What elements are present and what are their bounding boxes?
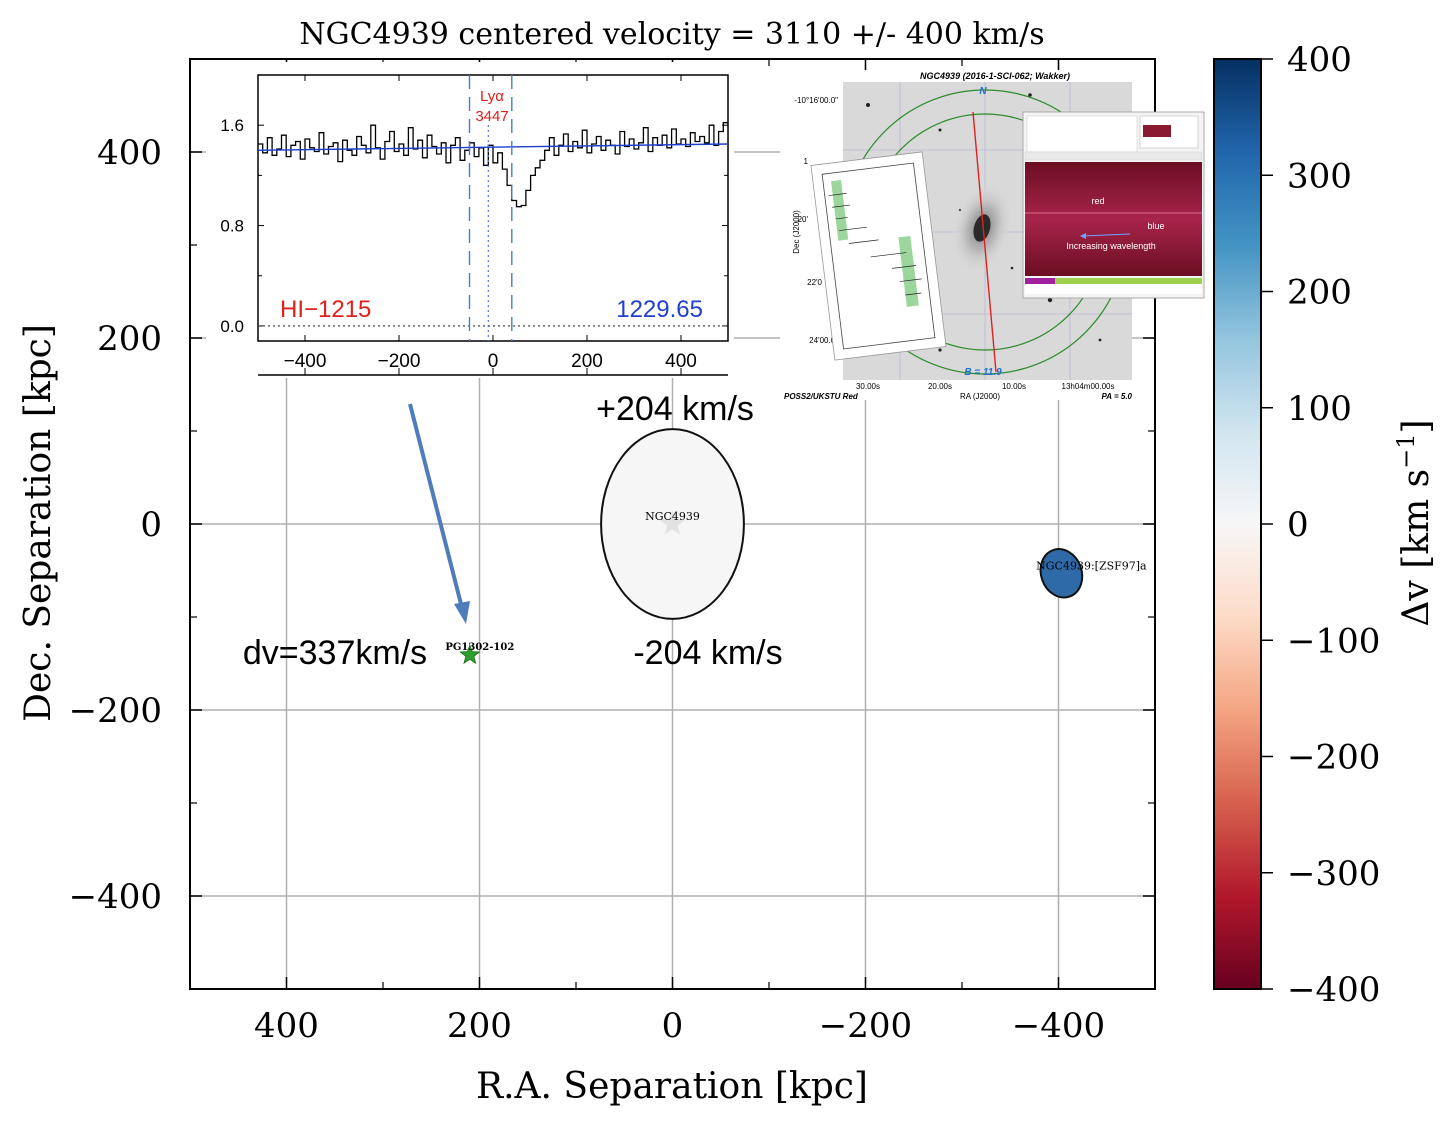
colorbar-tick-label: −300	[1287, 854, 1380, 894]
finder-chart-dec-tick: 22'0	[807, 278, 822, 287]
inset-spectrum-rest-wavelength: 1229.65	[616, 296, 703, 323]
inset-spectrum-line-wavelength: 3447	[475, 108, 508, 125]
inset-x-tick-label: −200	[378, 351, 421, 372]
inset-x-tick-label: 400	[665, 351, 697, 372]
colorbar-tick-label: −400	[1287, 970, 1380, 1010]
x-tick-label: 200	[447, 1006, 512, 1046]
finder-chart-dec-tick: -10°16'00.0"	[794, 96, 838, 105]
x-tick-label: 0	[662, 1006, 684, 1046]
finder-chart-subpanel	[810, 151, 947, 361]
data-marks: NGC4939 NGC4939:[ZSF97]a PG1302-102	[445, 428, 1147, 665]
chart-title: NGC4939 centered velocity = 3110 +/- 400…	[299, 17, 1044, 52]
upper-velocity-label: +204 km/s	[596, 390, 754, 428]
finder-chart-title: NGC4939 (2016-1-SCI-062; Wakker)	[920, 71, 1070, 81]
inset-x-tick-label: 200	[571, 351, 603, 372]
inset-x-tick-label: −400	[284, 351, 327, 372]
x-axis-ticks: 400 200 0 −200 −400	[189, 59, 1156, 1046]
galaxy-label: NGC4939:[ZSF97]a	[1036, 559, 1147, 572]
finder-chart-slit	[972, 111, 997, 373]
inset-y-tick-label: 0.8	[220, 217, 244, 236]
y-tick-label: 400	[97, 133, 162, 173]
x-tick-label: −200	[819, 1006, 912, 1046]
colorbar-label: Δv [km s−1]	[1392, 419, 1437, 626]
pointer-arrow-head	[454, 601, 470, 624]
finder-chart-survey: POSS2/UKSTU Red	[784, 392, 859, 401]
colorbar-tick-label: 200	[1287, 273, 1352, 313]
inset-finder-chart: NGC4939 (2016-1-SCI-062; Wakker) N B = 1…	[780, 70, 1205, 401]
dv-label: dv=337km/s	[243, 634, 427, 672]
finder-chart-ra-tick: 13h04m00.00s	[1062, 382, 1115, 391]
finder-chart-ra-tick: 10.00s	[1002, 382, 1026, 391]
finder-chart-ylabel: Dec (J2000)	[792, 210, 801, 254]
y-tick-label: 0	[140, 505, 162, 545]
inset-y-tick-label: 1.6	[220, 116, 244, 135]
target-star-marker	[459, 643, 481, 665]
finder-chart-dec-tick: 20'	[798, 215, 809, 224]
finder-chart-xlabel: RA (J2000)	[960, 392, 1000, 401]
colorbar-tick-label: 0	[1287, 505, 1309, 545]
finder-chart-north: N	[979, 86, 987, 97]
finder-chart-dec-tick: 24'00.0"	[809, 336, 838, 345]
target-label: PG1302-102	[445, 642, 514, 653]
y-axis-ticks: 400 200 0 −200 −400	[69, 58, 1155, 990]
colorbar-ticks: 400 300 200 100 0 −100 −200 −300 −400	[1261, 40, 1380, 1010]
pointer-arrow	[408, 403, 464, 609]
x-axis-label: R.A. Separation [kpc]	[476, 1066, 868, 1107]
colorbar-scale	[1213, 58, 1262, 990]
inset-spectrum: −400 −200 0 200 400 0.0 0.8 1.6 Lyα 3447 HI−121…	[206, 62, 734, 378]
y-axis-label: Dec. Separation [kpc]	[18, 324, 59, 722]
colorbar-tick-label: 100	[1287, 389, 1352, 429]
finder-chart-red-label: red	[1091, 196, 1104, 206]
lower-velocity-label: -204 km/s	[633, 634, 782, 672]
inset-spectrum-continuum	[257, 143, 729, 151]
inset-y-tick-label: 0.0	[220, 317, 244, 336]
galaxy-label: NGC4939	[645, 510, 700, 523]
colorbar-tick-label: 400	[1287, 40, 1352, 80]
finder-chart-pa: PA = 5.0	[1102, 392, 1133, 401]
y-tick-label: −200	[69, 691, 162, 731]
finder-chart-dec-tick: 1	[804, 157, 809, 166]
finder-chart-blue-label: blue	[1147, 221, 1164, 231]
galaxy-center-marker	[660, 511, 685, 535]
colorbar-tick-label: 300	[1287, 156, 1352, 196]
plot-frame	[189, 58, 1156, 990]
x-tick-label: −400	[1012, 1006, 1105, 1046]
x-tick-label: 400	[254, 1006, 319, 1046]
finder-chart-scale: B = 11.9	[964, 367, 1002, 378]
galaxy-ellipse	[1039, 548, 1084, 599]
inset-spectrum-flux	[258, 122, 728, 208]
colorbar-tick-label: −100	[1287, 621, 1380, 661]
finder-chart-galaxy-core	[973, 214, 991, 242]
finder-chart-wavelength-label: Increasing wavelength	[1066, 241, 1156, 251]
inset-spectrum-species: HI−1215	[280, 296, 371, 323]
inset-x-tick-label: 0	[488, 351, 499, 372]
finder-chart-ra-tick: 20.00s	[928, 382, 952, 391]
finder-chart-ra-tick: 30.00s	[856, 382, 880, 391]
y-tick-label: −400	[69, 877, 162, 917]
inset-spectrum-line-id: Lyα	[480, 88, 504, 105]
y-tick-label: 200	[97, 319, 162, 359]
colorbar-tick-label: −200	[1287, 738, 1380, 778]
finder-chart-2d-spectrum: red blue Increasing wavelength	[1022, 111, 1205, 299]
colorbar: 400 300 200 100 0 −100 −200 −300 −400 Δv [km s−1…	[1213, 40, 1437, 1010]
